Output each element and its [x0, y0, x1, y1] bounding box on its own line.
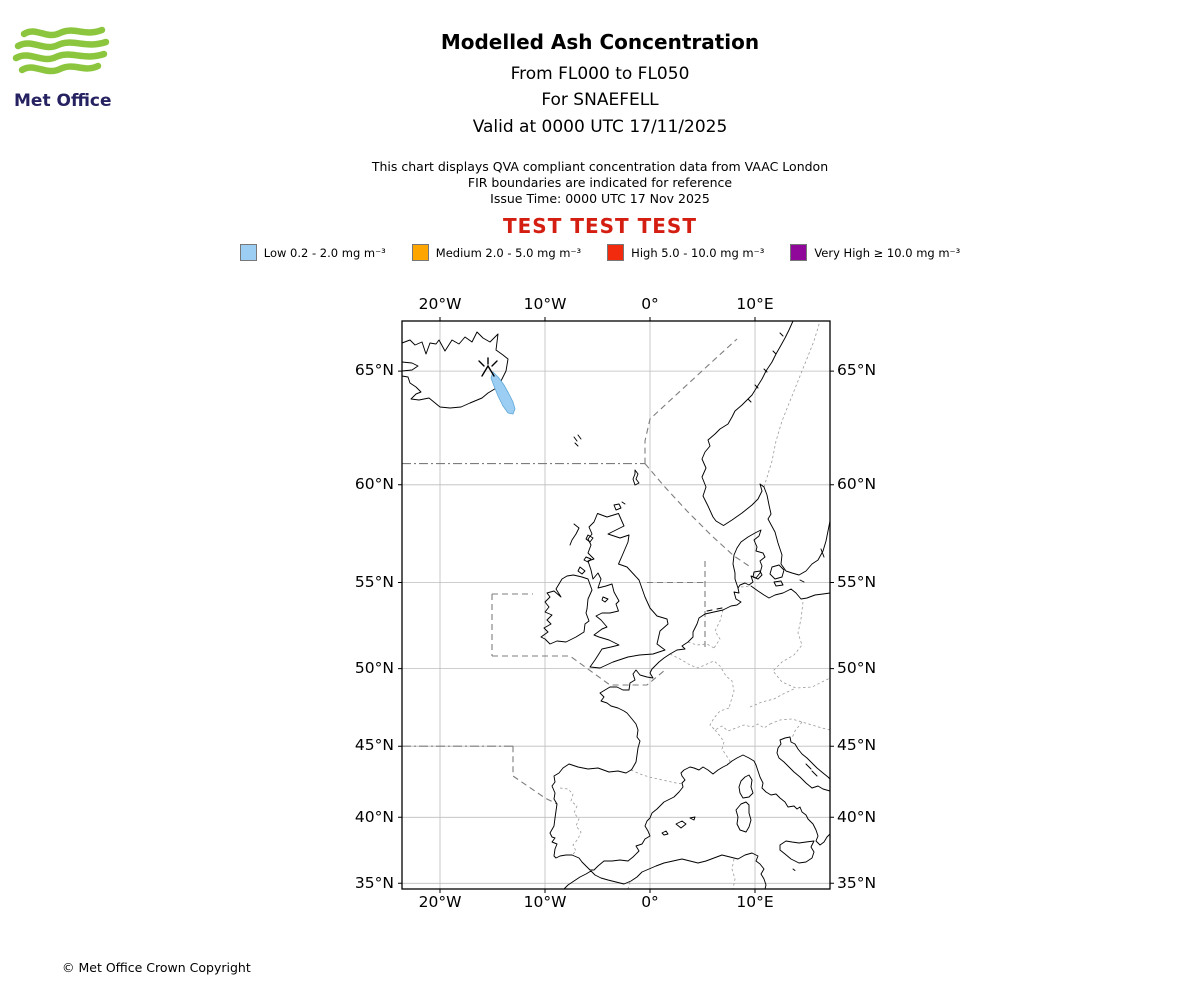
y-tick-left-55n: 55°N — [354, 573, 394, 591]
ash-area-low — [490, 371, 516, 415]
subtitle-valid-time: Valid at 0000 UTC 17/11/2025 — [472, 117, 728, 137]
border-france-spain — [630, 769, 684, 785]
y-tick-right-45n: 45°N — [837, 736, 877, 754]
coast-sicily-malta — [779, 840, 815, 871]
coast-corsica — [738, 774, 754, 799]
medium-swatch — [411, 244, 429, 261]
logo-waves-icon — [12, 26, 110, 75]
legend-item-medium: Medium 2.0 - 5.0 mg m⁻³ — [411, 244, 582, 261]
page-title: Modelled Ash Concentration — [440, 30, 760, 54]
coast-great-britain — [587, 513, 669, 669]
fir-0e-north-line — [644, 338, 738, 464]
very-high-swatch — [790, 244, 808, 261]
x-tick-bottom-20w: 20°W — [418, 893, 462, 911]
high-label: High 5.0 - 10.0 mg m⁻³ — [631, 245, 765, 260]
border-portugal-spain — [559, 787, 582, 856]
coast-balearics — [661, 816, 696, 836]
copyright-notice: © Met Office Crown Copyright — [62, 960, 251, 975]
x-tick-bottom-10e: 10°E — [736, 893, 774, 911]
fir-boundaries — [402, 338, 753, 805]
coast-shetland — [632, 469, 640, 486]
coast-north-africa — [563, 852, 767, 890]
logo-wordmark: Met Office — [14, 91, 112, 111]
coast-adriatic — [776, 736, 831, 792]
medium-label: Medium 2.0 - 5.0 mg m⁻³ — [435, 245, 582, 260]
legend-item-very-high: Very High ≥ 10.0 mg m⁻³ — [790, 244, 960, 261]
subtitle-flight-levels: From FL000 to FL050 — [510, 64, 690, 84]
volcano-icon — [478, 357, 498, 377]
legend-item-low: Low 0.2 - 2.0 mg m⁻³ — [239, 244, 386, 261]
y-tick-left-45n: 45°N — [354, 736, 394, 754]
coast-frisian-islands — [706, 607, 723, 612]
x-tick-top-10w: 10°W — [523, 295, 567, 313]
y-tick-right-55n: 55°N — [837, 573, 877, 591]
subtitle-volcano: For SNAEFELL — [541, 90, 659, 110]
coast-faroe-islands — [573, 434, 582, 447]
ash-concentration-map — [398, 317, 834, 893]
very-high-label: Very High ≥ 10.0 mg m⁻³ — [814, 245, 961, 260]
border-denmark-germany — [740, 585, 752, 588]
y-tick-left-50n: 50°N — [354, 659, 394, 677]
y-tick-left-60n: 60°N — [354, 475, 394, 493]
fir-shanwick-line — [491, 593, 666, 686]
coast-continental-europe — [549, 587, 831, 871]
legend-item-high: High 5.0 - 10.0 mg m⁻³ — [607, 244, 764, 261]
y-tick-left-65n: 65°N — [354, 361, 394, 379]
border-central-europe — [772, 601, 831, 689]
test-banner: TEST TEST TEST — [503, 214, 697, 238]
coast-sardinia — [735, 801, 752, 833]
x-tick-bottom-10w: 10°W — [523, 893, 567, 911]
coast-isle-of-man — [601, 596, 609, 603]
coastlines — [401, 320, 831, 890]
border-alps — [709, 687, 831, 766]
y-tick-right-65n: 65°N — [837, 361, 877, 379]
x-tick-top-10e: 10°E — [736, 295, 774, 313]
y-tick-right-40n: 40°N — [837, 808, 877, 826]
country-borders — [559, 320, 831, 890]
coast-norwegian-islands — [747, 332, 784, 403]
y-tick-right-60n: 60°N — [837, 475, 877, 493]
y-tick-right-50n: 50°N — [837, 659, 877, 677]
x-tick-bottom-0: 0° — [641, 893, 659, 911]
coast-danish-islands — [752, 548, 825, 587]
note-issue-time: Issue Time: 0000 UTC 17 Nov 2025 — [490, 191, 710, 206]
map-frame — [401, 320, 831, 890]
fir-biscay-line — [512, 746, 558, 805]
coast-jutland — [732, 529, 766, 589]
y-tick-right-35n: 35°N — [837, 874, 877, 892]
coast-orkney — [613, 501, 626, 511]
note-fir: FIR boundaries are indicated for referen… — [467, 175, 733, 190]
fir-northsea-line — [644, 463, 753, 569]
note-qva: This chart displays QVA compliant concen… — [371, 159, 829, 174]
coast-iceland — [401, 331, 509, 409]
y-tick-left-35n: 35°N — [354, 874, 394, 892]
x-tick-top-0: 0° — [641, 295, 659, 313]
high-swatch — [607, 244, 625, 261]
axis-tick-marks — [398, 317, 834, 893]
low-label: Low 0.2 - 2.0 mg m⁻³ — [263, 245, 386, 260]
low-swatch — [239, 244, 257, 261]
coast-norway-sweden — [701, 320, 831, 576]
coast-baltic-south — [750, 585, 831, 600]
met-office-logo: Met Office — [12, 26, 112, 111]
border-norway-sweden — [763, 320, 821, 488]
border-north-africa — [627, 858, 736, 890]
y-tick-left-40n: 40°N — [354, 808, 394, 826]
x-tick-top-20w: 20°W — [418, 295, 462, 313]
border-benelux-germany — [669, 609, 735, 709]
concentration-legend: Low 0.2 - 2.0 mg m⁻³ Medium 2.0 - 5.0 mg… — [0, 244, 1200, 261]
coast-ireland — [540, 574, 593, 645]
